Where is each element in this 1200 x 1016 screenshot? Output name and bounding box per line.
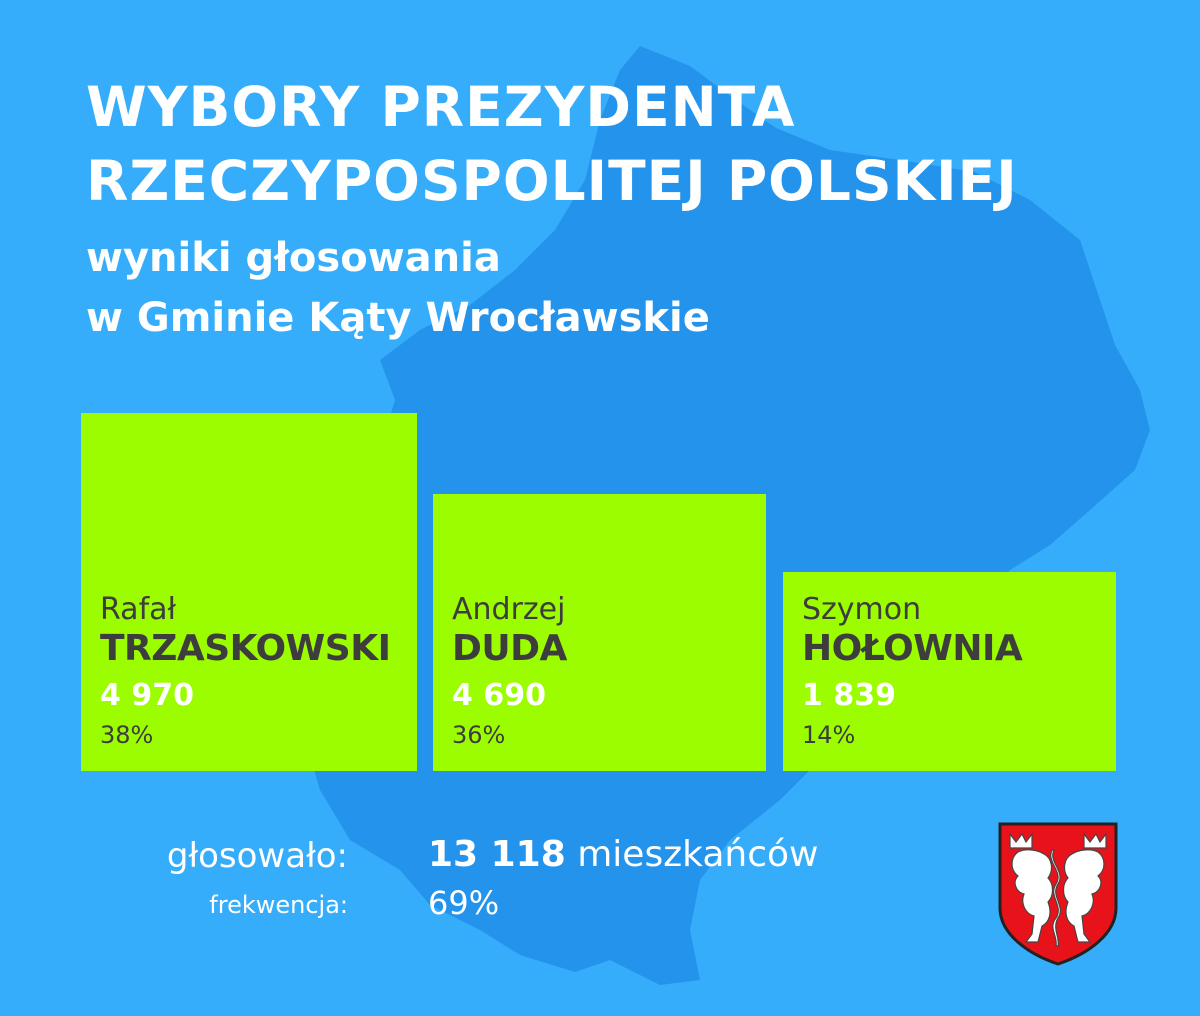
subtitle-line-1: wyniki głosowania [86,235,501,281]
voted-count: 13 118 [428,834,566,875]
title-line-2: RZECZYPOSPOLITEJ POLSKIEJ [86,149,1018,213]
candidate-votes: 1 839 [802,678,896,713]
candidate-bar-trzaskowski: Rafał TRZASKOWSKI 4 970 38% [81,413,417,771]
coat-of-arms-crest-icon [998,822,1118,966]
turnout-label: frekwencja: [209,891,348,919]
voted-unit: mieszkańców [577,834,819,875]
candidate-first-name: Andrzej [452,592,566,627]
page-subtitle: wyniki głosowania w Gminie Kąty Wrocławs… [86,228,710,348]
candidate-last-name: HOŁOWNIA [802,628,1023,669]
voted-label: głosowało: [166,836,348,876]
candidate-percent: 36% [452,721,506,749]
candidate-last-name: TRZASKOWSKI [100,628,391,669]
candidate-first-name: Szymon [802,592,922,627]
title-line-1: WYBORY PREZYDENTA [86,75,796,139]
subtitle-line-2: w Gminie Kąty Wrocławskie [86,295,710,341]
candidate-percent: 38% [100,721,154,749]
candidate-bar-holownia: Szymon HOŁOWNIA 1 839 14% [783,572,1116,771]
turnout-value: 69% [428,884,500,922]
candidate-bar-duda: Andrzej DUDA 4 690 36% [433,494,766,771]
candidate-percent: 14% [802,721,856,749]
candidate-first-name: Rafał [100,592,177,627]
candidate-votes: 4 970 [100,678,194,713]
candidate-last-name: DUDA [452,628,567,669]
candidate-votes: 4 690 [452,678,546,713]
page-title: WYBORY PREZYDENTA RZECZYPOSPOLITEJ POLSK… [86,70,1018,218]
voted-value-row: 13 118 mieszkańców [428,832,818,878]
